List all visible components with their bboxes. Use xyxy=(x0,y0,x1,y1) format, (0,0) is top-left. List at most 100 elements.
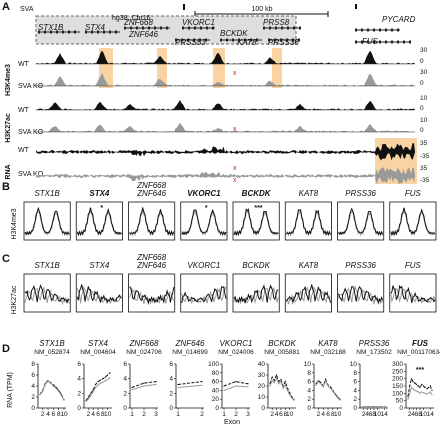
x-tick-label: 10 xyxy=(286,411,294,418)
y-tick-label: 4 xyxy=(123,376,127,383)
data-point xyxy=(320,381,322,384)
data-point xyxy=(275,374,278,376)
exon-block xyxy=(220,38,222,42)
y-tick-label: 4 xyxy=(307,387,311,394)
sva-marker-2 xyxy=(355,4,357,9)
y-tick-label: 6 xyxy=(123,361,127,368)
exon-block xyxy=(274,38,276,42)
profile-box xyxy=(337,201,385,241)
profile-box xyxy=(75,201,123,241)
data-point xyxy=(235,381,237,383)
exon-block xyxy=(286,38,288,42)
x-tick-label: 8 xyxy=(331,411,335,418)
data-point xyxy=(104,376,106,378)
panel-label-c: C xyxy=(2,253,10,265)
rna-plus-track xyxy=(36,143,415,152)
profile-line-ko xyxy=(233,286,279,305)
data-point xyxy=(97,384,99,386)
x-tick-label: 8 xyxy=(372,411,376,418)
rna-minus-track xyxy=(36,176,415,185)
y-tick-label: 2 xyxy=(353,396,357,403)
profile-gene-label: FUS xyxy=(405,261,422,270)
data-point xyxy=(273,379,275,382)
locus-label: hg38, Chr16 xyxy=(112,15,151,22)
exon-block xyxy=(154,26,156,30)
exon-block xyxy=(269,26,271,30)
data-point xyxy=(364,406,366,408)
profile-gene-label: PRSS36 xyxy=(345,261,376,270)
exon-block xyxy=(188,26,190,30)
profile-line-ko xyxy=(181,286,227,305)
profile-gene-label: VKORC1 xyxy=(187,261,220,270)
x-tick-label: 6 xyxy=(326,411,330,418)
x-tick-label: 10 xyxy=(104,411,112,418)
data-point xyxy=(337,397,339,399)
y-tick-label: 80 xyxy=(212,370,220,377)
data-point xyxy=(419,392,421,394)
rna-gene-title: PRSS36 xyxy=(359,339,390,348)
data-point xyxy=(421,383,423,386)
exon-block xyxy=(361,40,363,44)
profile-gene-label: STX1B xyxy=(34,189,60,198)
ymin-ko-rna: -35 xyxy=(420,177,430,184)
profile-line-wt xyxy=(76,284,122,305)
sva-marker xyxy=(183,4,185,10)
x-tick-label: 4 xyxy=(321,411,325,418)
gene-label-stx4: STX4 xyxy=(85,23,106,32)
data-point xyxy=(373,406,375,408)
data-point xyxy=(87,398,89,400)
ymin-wt-h3k4me3: 0 xyxy=(420,58,424,65)
data-point xyxy=(422,385,424,387)
data-point xyxy=(327,385,329,387)
y-tick-label: 10 xyxy=(258,394,266,401)
profile-gene-label: STX4 xyxy=(89,261,110,270)
data-point xyxy=(247,386,249,388)
series-line-ko xyxy=(131,384,157,391)
data-point xyxy=(407,398,409,400)
data-point xyxy=(332,390,334,392)
y-tick-label: 0 xyxy=(307,405,311,412)
x-tick-label: 2 xyxy=(200,411,204,418)
x-tick-label: 4 xyxy=(275,411,279,418)
data-point xyxy=(90,392,92,394)
x-tick-label: 2 xyxy=(270,411,274,418)
profile-line-wt xyxy=(390,207,436,237)
data-point xyxy=(155,381,157,383)
profile-box xyxy=(389,273,437,313)
signal-track xyxy=(36,122,415,132)
y-tick-label: 150 xyxy=(392,383,403,390)
data-point xyxy=(375,407,377,409)
profile-box xyxy=(232,201,280,241)
data-point xyxy=(95,383,97,386)
rna-accession: NM_052874 xyxy=(34,349,70,356)
y-tick-label: 8 xyxy=(31,361,35,368)
rna-accession: NM_004604 xyxy=(80,349,116,356)
data-point xyxy=(315,384,317,386)
data-point xyxy=(371,407,373,409)
ymax-ko-h3k4me3: 30 xyxy=(420,69,428,76)
exon-block xyxy=(212,26,214,30)
ymax-wt-rna: 35 xyxy=(420,140,428,147)
x-tick-label: 2 xyxy=(41,411,45,418)
exon-block xyxy=(355,40,357,44)
exon-block xyxy=(367,40,369,44)
x-tick-label: 6 xyxy=(52,411,56,418)
x-tick-label: 3 xyxy=(154,411,158,418)
rna-minus-track xyxy=(36,152,415,161)
data-point xyxy=(47,380,49,382)
data-point xyxy=(201,384,203,386)
y-tick-label: 10 xyxy=(304,361,312,368)
data-point xyxy=(426,388,428,390)
ymax-wt-h3k27ac: 10 xyxy=(420,95,428,102)
data-point xyxy=(280,378,282,380)
x-tick-label: 8 xyxy=(418,411,422,418)
data-point xyxy=(280,381,282,383)
data-point xyxy=(421,391,423,393)
exon-block xyxy=(268,38,270,42)
profile-box xyxy=(128,201,176,241)
data-point xyxy=(329,386,331,388)
x-tick-label: 8 xyxy=(101,411,105,418)
